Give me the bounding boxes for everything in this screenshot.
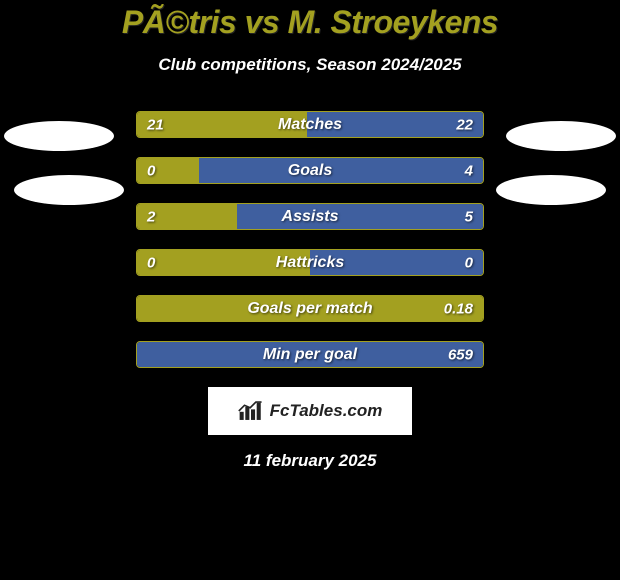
stat-value-right: 4 [465, 162, 473, 179]
stat-value-right: 659 [448, 346, 473, 363]
stat-label: Goals [288, 162, 332, 180]
stat-label: Assists [282, 208, 339, 226]
stat-bar: 2 5 Assists [136, 203, 484, 230]
stat-bars-container: 21 22 Matches 0 4 Goals 2 5 Assists 0 0 Hattricks 0.… [136, 111, 484, 368]
player-right-marker-2 [496, 175, 606, 205]
stat-label: Matches [278, 116, 342, 134]
stat-bar: 21 22 Matches [136, 111, 484, 138]
stat-label: Min per goal [263, 346, 357, 364]
stat-value-left: 2 [147, 208, 155, 225]
stat-bar: 0.18 Goals per match [136, 295, 484, 322]
stat-bar-fill-right [237, 204, 483, 229]
comparison-title: PÃ©tris vs M. Stroeykens [0, 4, 620, 41]
stat-value-right: 5 [465, 208, 473, 225]
stat-label: Goals per match [247, 300, 372, 318]
stat-bar: 0 0 Hattricks [136, 249, 484, 276]
stat-value-left: 0 [147, 254, 155, 271]
bar-chart-icon [238, 400, 264, 422]
player-right-marker-1 [506, 121, 616, 151]
snapshot-date: 11 february 2025 [0, 451, 620, 471]
stat-bar-fill-right [199, 158, 483, 183]
stat-value-right: 0 [465, 254, 473, 271]
stat-value-left: 0 [147, 162, 155, 179]
stat-bar: 659 Min per goal [136, 341, 484, 368]
stat-value-right: 0.18 [444, 300, 473, 317]
comparison-subtitle: Club competitions, Season 2024/2025 [0, 55, 620, 75]
player-left-marker-1 [4, 121, 114, 151]
player-left-marker-2 [14, 175, 124, 205]
fctables-logo[interactable]: FcTables.com [208, 387, 412, 435]
stat-label: Hattricks [276, 254, 344, 272]
stat-value-right: 22 [456, 116, 473, 133]
logo-text: FcTables.com [270, 401, 383, 421]
stat-value-left: 21 [147, 116, 164, 133]
stat-bar: 0 4 Goals [136, 157, 484, 184]
